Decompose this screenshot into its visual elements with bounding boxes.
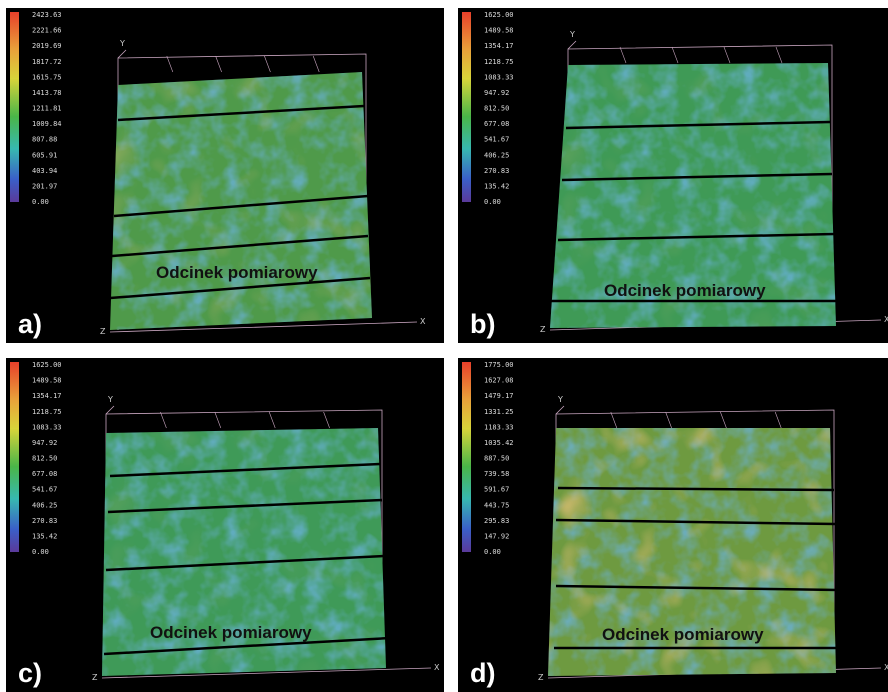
colorbar: [462, 362, 471, 552]
colorbar-label: 1489.58: [484, 27, 514, 35]
colorbar-label: 677.08: [484, 120, 509, 128]
colorbar-label: 2019.69: [32, 42, 62, 50]
colorbar-label: 1413.78: [32, 89, 62, 97]
panel: 1625.00 1489.58 1354.17 1218.75 1083.33 947.9…: [458, 8, 888, 343]
colorbar-label: 1354.17: [484, 42, 514, 50]
panel-letter: a): [18, 309, 42, 339]
colorbar-label: 2221.66: [32, 27, 62, 35]
colorbar-label: 147.92: [484, 532, 509, 540]
colorbar-label: 1627.08: [484, 377, 514, 385]
colorbar-label: 1183.33: [484, 423, 514, 431]
colorbar-label: 677.08: [32, 470, 57, 478]
axis-label-x: X: [884, 663, 888, 672]
colorbar-label: 295.83: [484, 517, 509, 525]
axis-label-z: Z: [92, 673, 98, 682]
colorbar-label: 807.88: [32, 136, 57, 144]
colorbar-label: 2423.63: [32, 11, 62, 19]
figure: 2423.63 2221.66 2019.69 1817.72 1615.75 1413.…: [0, 0, 888, 692]
colorbar-label: 201.97: [32, 182, 57, 190]
colorbar-label: 135.42: [32, 532, 57, 540]
colorbar-label: 605.91: [32, 151, 57, 159]
measurement-label: Odcinek pomiarowy: [604, 281, 766, 300]
axis-label-z: Z: [538, 673, 544, 682]
colorbar-label: 1083.33: [32, 423, 62, 431]
colorbar-label: 1817.72: [32, 58, 62, 66]
axis-label-y: Y: [569, 30, 575, 39]
colorbar-label: 0.00: [484, 548, 501, 556]
axis-label-z: Z: [540, 325, 546, 334]
colorbar-label: 1775.00: [484, 361, 514, 369]
axis-label-z: Z: [100, 327, 106, 336]
axis-label-x: X: [884, 315, 888, 324]
measurement-label: Odcinek pomiarowy: [150, 623, 312, 642]
panel: 2423.63 2221.66 2019.69 1817.72 1615.75 1413.…: [6, 8, 444, 343]
colorbar: [10, 362, 19, 552]
colorbar: [10, 12, 19, 202]
colorbar-label: 591.67: [484, 486, 509, 494]
colorbar-label: 443.75: [484, 501, 509, 509]
colorbar-label: 1218.75: [484, 58, 514, 66]
colorbar-label: 1331.25: [484, 408, 514, 416]
colorbar-label: 1625.00: [484, 11, 514, 19]
colorbar-label: 812.50: [484, 105, 509, 113]
panel-letter: c): [18, 658, 42, 688]
panel: 1625.00 1489.58 1354.17 1218.75 1083.33 947.9…: [6, 358, 444, 692]
colorbar-label: 541.67: [32, 486, 57, 494]
colorbar-label: 1083.33: [484, 73, 514, 81]
axis-label-y: Y: [119, 39, 125, 48]
colorbar-label: 1218.75: [32, 408, 62, 416]
axis-label-x: X: [434, 663, 440, 672]
colorbar-label: 541.67: [484, 136, 509, 144]
axis-label-x: X: [420, 317, 426, 326]
colorbar-label: 1489.58: [32, 377, 62, 385]
colorbar: [462, 12, 471, 202]
colorbar-label: 1479.17: [484, 392, 514, 400]
colorbar-label: 0.00: [32, 198, 49, 206]
measurement-label: Odcinek pomiarowy: [156, 263, 318, 282]
colorbar-label: 135.42: [484, 182, 509, 190]
colorbar-label: 1211.81: [32, 105, 62, 113]
colorbar-label: 1354.17: [32, 392, 62, 400]
colorbar-label: 1035.42: [484, 439, 514, 447]
colorbar-label: 270.83: [32, 517, 57, 525]
colorbar-label: 947.92: [32, 439, 57, 447]
axis-label-y: Y: [557, 395, 563, 404]
colorbar-label: 1009.84: [32, 120, 62, 128]
colorbar-label: 270.83: [484, 167, 509, 175]
colorbar-label: 0.00: [32, 548, 49, 556]
colorbar-label: 406.25: [32, 501, 57, 509]
colorbar-label: 1625.00: [32, 361, 62, 369]
surface-texture: [110, 72, 372, 330]
colorbar-label: 739.58: [484, 470, 509, 478]
panel-letter: b): [470, 309, 495, 339]
panel: 1775.00 1627.08 1479.17 1331.25 1183.33 1035.…: [458, 358, 888, 692]
colorbar-label: 0.00: [484, 198, 501, 206]
colorbar-label: 812.50: [32, 455, 57, 463]
axis-label-y: Y: [107, 395, 113, 404]
colorbar-label: 947.92: [484, 89, 509, 97]
colorbar-label: 1615.75: [32, 73, 62, 81]
measurement-label: Odcinek pomiarowy: [602, 625, 764, 644]
colorbar-label: 887.50: [484, 455, 509, 463]
colorbar-label: 406.25: [484, 151, 509, 159]
colorbar-label: 403.94: [32, 167, 57, 175]
panel-letter: d): [470, 658, 495, 688]
